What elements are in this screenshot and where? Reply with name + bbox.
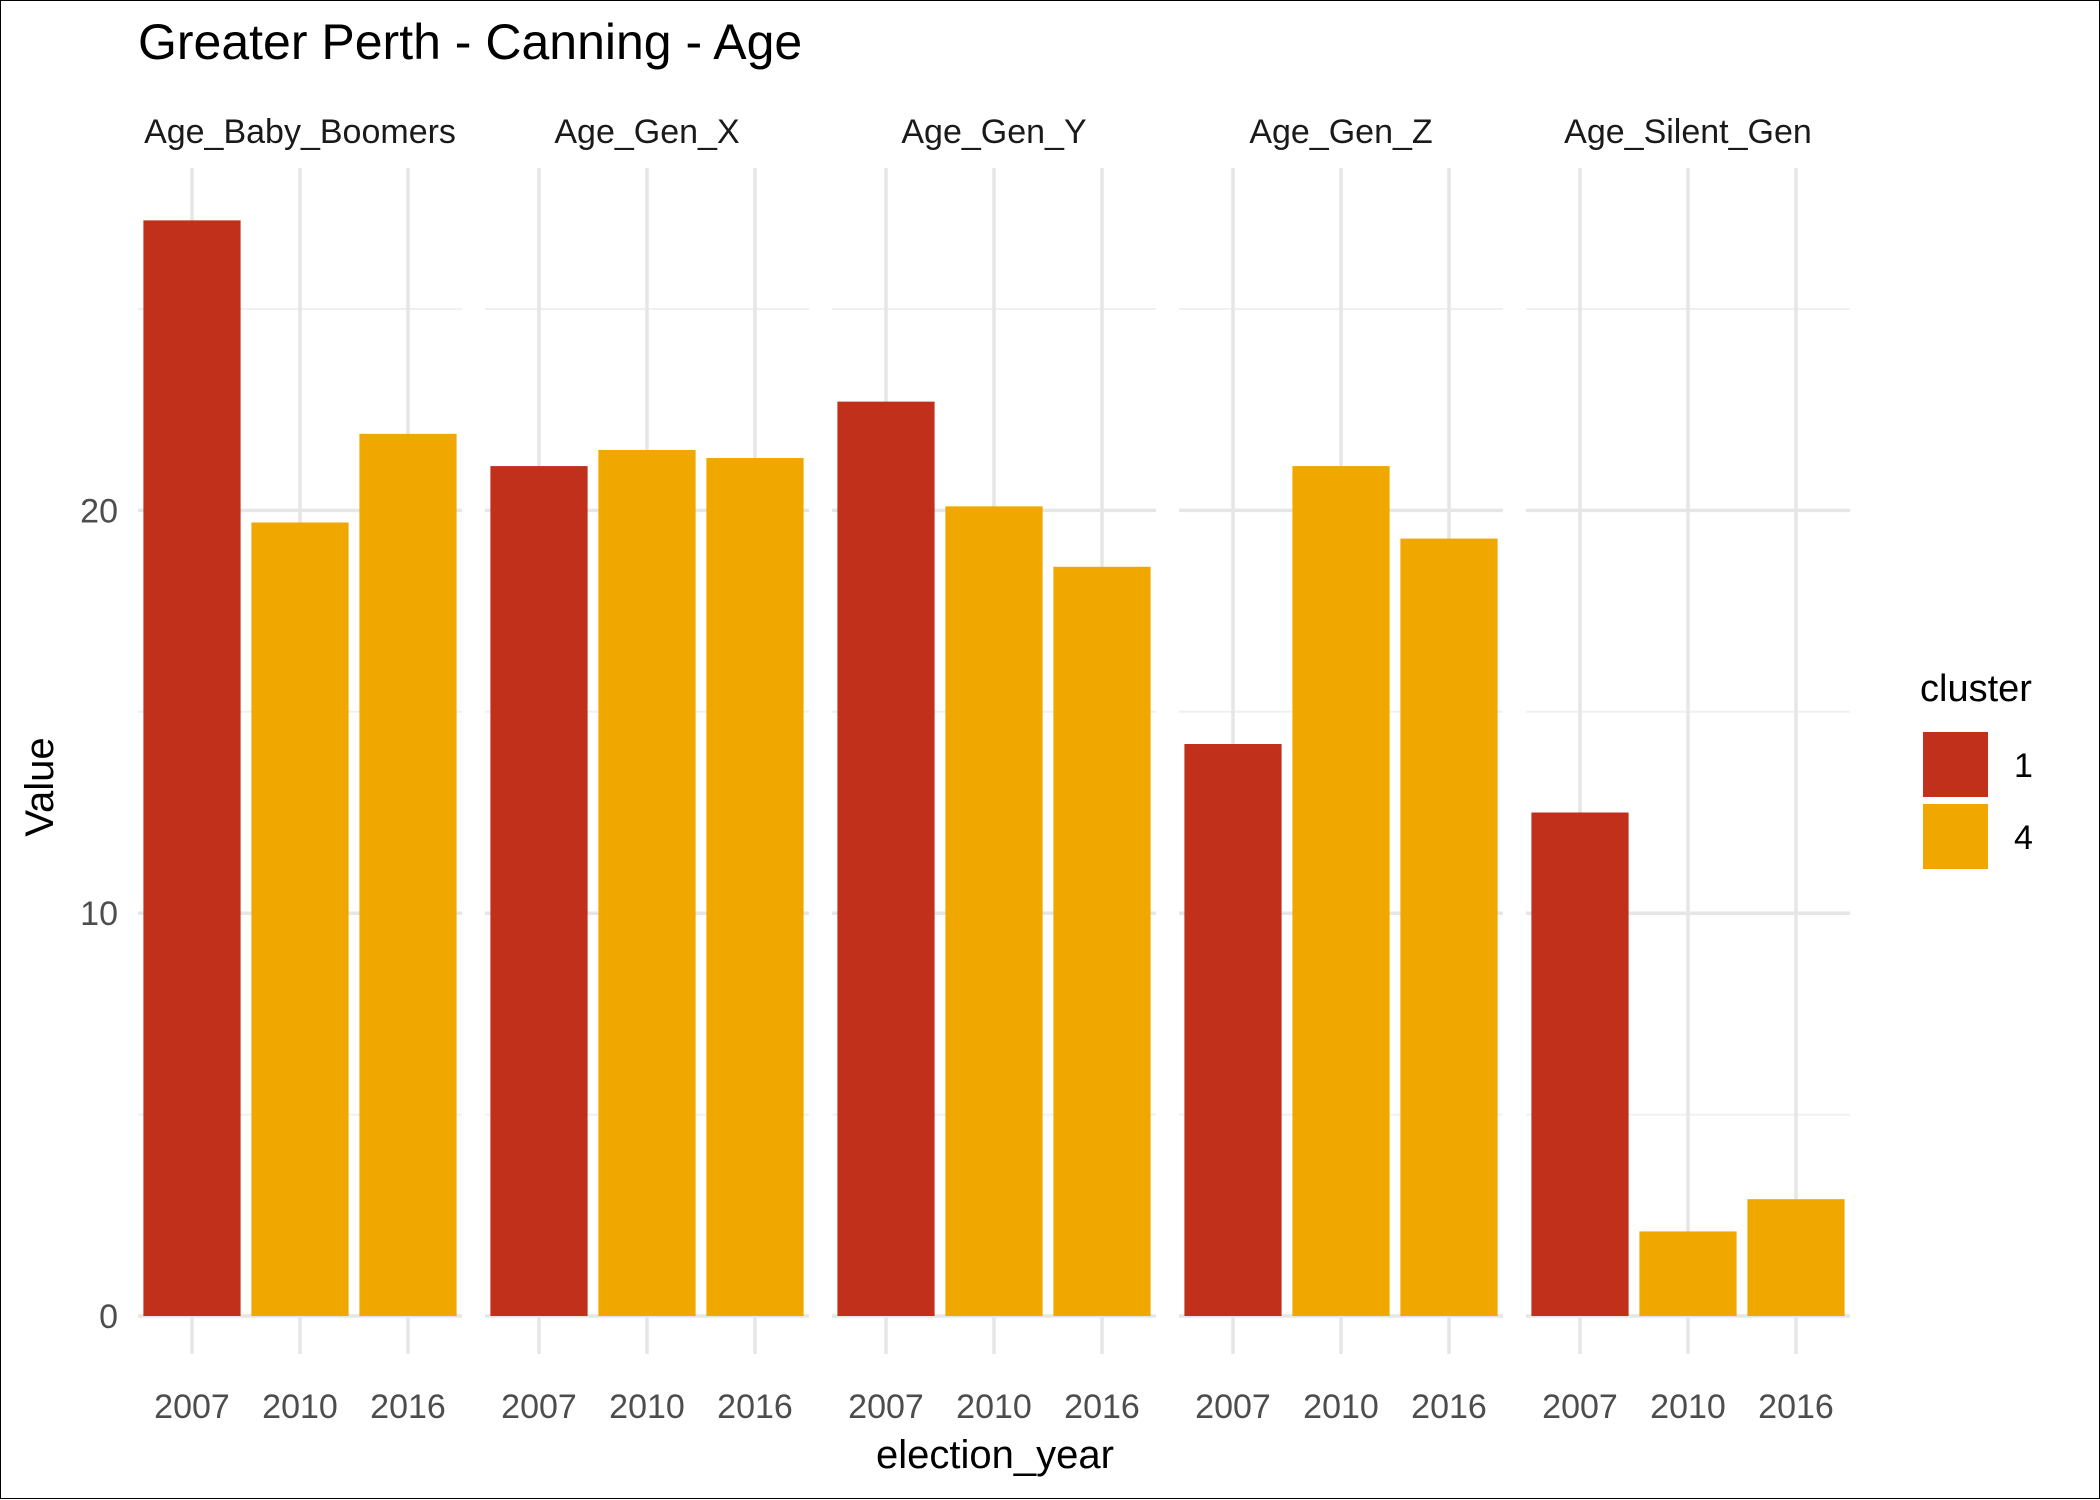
bar bbox=[1053, 566, 1151, 1316]
legend-label: 4 bbox=[2014, 819, 2033, 857]
x-tick-label: 2016 bbox=[1064, 1388, 1140, 1426]
y-tick-label: 0 bbox=[99, 1298, 118, 1336]
chart-title: Greater Perth - Canning - Age bbox=[138, 14, 802, 70]
x-tick-label: 2016 bbox=[370, 1388, 446, 1426]
x-tick-label: 2010 bbox=[1303, 1388, 1379, 1426]
legend-label: 1 bbox=[2014, 747, 2033, 785]
legend-key bbox=[1921, 802, 1990, 871]
bar bbox=[359, 433, 457, 1316]
bar bbox=[1400, 538, 1498, 1316]
bar bbox=[490, 466, 588, 1317]
x-tick-label: 2007 bbox=[1542, 1388, 1618, 1426]
facet-panel: Age_Gen_X 2007 2010 2016 bbox=[485, 113, 809, 1426]
bar bbox=[598, 449, 696, 1316]
legend-title: cluster bbox=[1920, 668, 2032, 710]
bar bbox=[1184, 744, 1282, 1316]
bar bbox=[837, 401, 935, 1317]
facet-strip-label: Age_Gen_X bbox=[554, 113, 739, 151]
y-tick-label: 10 bbox=[80, 895, 118, 933]
bar bbox=[251, 522, 349, 1316]
facet-panel: Age_Baby_Boomers 2007 2010 2016 bbox=[138, 113, 462, 1426]
bar bbox=[706, 458, 804, 1316]
x-tick-label: 2007 bbox=[154, 1388, 230, 1426]
legend: cluster 1 4 bbox=[1920, 668, 2033, 871]
x-axis-title: election_year bbox=[876, 1433, 1114, 1477]
facet-strip-label: Age_Gen_Z bbox=[1249, 113, 1432, 151]
legend-key bbox=[1921, 730, 1990, 799]
x-tick-label: 2010 bbox=[609, 1388, 685, 1426]
x-tick-label: 2016 bbox=[1411, 1388, 1487, 1426]
facet-panel: Age_Gen_Z 2007 2010 2016 bbox=[1179, 113, 1503, 1426]
bar bbox=[1531, 812, 1629, 1316]
x-tick-label: 2007 bbox=[848, 1388, 924, 1426]
x-tick-label: 2007 bbox=[501, 1388, 577, 1426]
bar bbox=[945, 506, 1043, 1316]
x-tick-label: 2010 bbox=[1650, 1388, 1726, 1426]
x-tick-label: 2016 bbox=[717, 1388, 793, 1426]
y-axis-title: Value bbox=[18, 737, 62, 836]
bar bbox=[143, 220, 241, 1317]
facet-panel: Age_Gen_Y 2007 2010 2016 bbox=[832, 113, 1156, 1426]
x-tick-label: 2016 bbox=[1758, 1388, 1834, 1426]
facet-strip-label: Age_Baby_Boomers bbox=[144, 113, 456, 151]
facet-strip-label: Age_Gen_Y bbox=[901, 113, 1086, 151]
bar bbox=[1639, 1231, 1737, 1316]
x-tick-label: 2010 bbox=[262, 1388, 338, 1426]
y-tick-label: 20 bbox=[80, 492, 118, 530]
x-tick-label: 2007 bbox=[1195, 1388, 1271, 1426]
x-tick-label: 2010 bbox=[956, 1388, 1032, 1426]
facet-strip-label: Age_Silent_Gen bbox=[1564, 113, 1812, 151]
bar bbox=[1747, 1199, 1845, 1316]
facet-panel: Age_Silent_Gen 2007 2010 2016 bbox=[1526, 113, 1850, 1426]
bar bbox=[1292, 466, 1390, 1317]
